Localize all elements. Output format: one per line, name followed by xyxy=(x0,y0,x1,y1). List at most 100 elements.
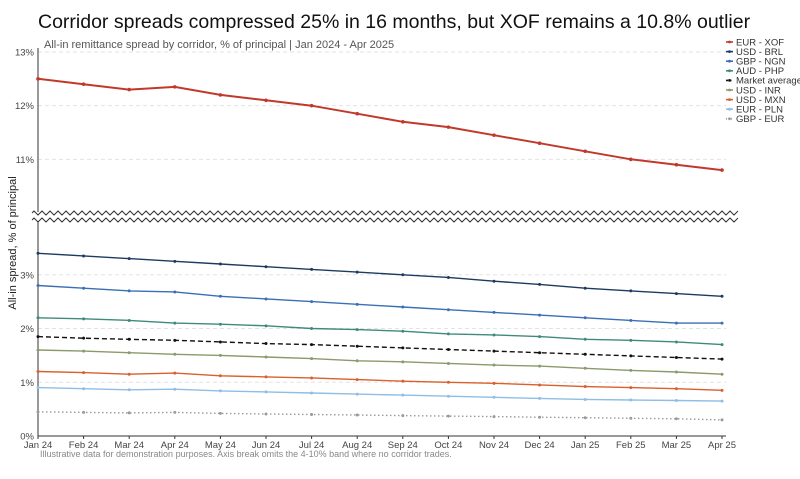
series-line xyxy=(37,335,723,360)
x-tick-label: Jun 24 xyxy=(252,440,281,451)
data-point xyxy=(492,133,496,137)
data-point xyxy=(355,270,359,274)
data-point xyxy=(81,82,86,86)
legend-item: USD - MXN xyxy=(726,95,786,106)
data-point xyxy=(446,308,450,312)
data-point xyxy=(173,338,177,342)
series-usd-mxn xyxy=(36,370,724,392)
data-point xyxy=(629,318,633,322)
legend-marker xyxy=(728,69,731,73)
data-point xyxy=(218,374,222,378)
data-point xyxy=(720,343,724,347)
data-point xyxy=(583,316,587,320)
data-point xyxy=(446,380,450,384)
legend-item: AUD - PHP xyxy=(726,66,784,77)
data-point xyxy=(355,359,359,363)
x-tick-labels: Jan 24 Feb 24 Mar 24 Apr 24 May 24 Jun 24 Jul … xyxy=(24,436,736,451)
data-point xyxy=(629,354,633,358)
data-point xyxy=(82,317,86,321)
data-point xyxy=(173,290,177,294)
data-point xyxy=(583,416,587,420)
data-point xyxy=(446,347,450,351)
x-tick-label: Feb 24 xyxy=(69,440,99,451)
data-point xyxy=(401,346,405,350)
data-point xyxy=(492,279,496,283)
data-point xyxy=(401,393,405,397)
data-point xyxy=(674,387,678,391)
data-point xyxy=(720,418,724,422)
data-point xyxy=(629,368,633,372)
data-point xyxy=(36,348,40,352)
data-point xyxy=(264,355,268,359)
data-point xyxy=(127,87,131,92)
x-tick-label: Jul 24 xyxy=(299,440,324,451)
series-line xyxy=(37,386,723,402)
legend-item: EUR - XOF xyxy=(726,37,784,48)
data-point xyxy=(629,398,633,402)
data-point xyxy=(492,415,496,419)
data-point xyxy=(401,379,405,383)
x-tick-label: Apr 24 xyxy=(161,440,189,451)
data-point xyxy=(36,77,40,81)
data-point xyxy=(674,399,678,403)
data-point xyxy=(218,294,222,298)
data-point xyxy=(82,349,86,353)
x-tick-label: Mar 24 xyxy=(114,440,144,451)
legend-label: AUD - PHP xyxy=(736,66,784,77)
legend-marker xyxy=(728,50,731,53)
data-point xyxy=(82,336,86,340)
data-point xyxy=(492,381,496,385)
data-point xyxy=(355,392,359,396)
data-point xyxy=(264,375,268,379)
data-point xyxy=(218,389,222,393)
data-point xyxy=(583,397,587,401)
x-tick-label: Oct 24 xyxy=(434,440,462,451)
data-point xyxy=(629,157,633,162)
x-tick-label: Dec 24 xyxy=(525,440,555,451)
data-point xyxy=(127,337,131,341)
data-point xyxy=(173,371,177,375)
data-point xyxy=(264,265,268,269)
data-point xyxy=(218,411,222,415)
data-point xyxy=(583,366,587,370)
data-point xyxy=(674,340,678,344)
data-point xyxy=(355,378,359,382)
data-point xyxy=(82,410,86,414)
series-usd-brl xyxy=(36,251,724,298)
data-point xyxy=(36,251,40,255)
x-tick-label: Feb 25 xyxy=(616,440,646,451)
y-tick-label: 3% xyxy=(20,270,34,281)
legend-label: USD - MXN xyxy=(736,95,786,106)
data-point xyxy=(629,386,633,390)
data-point xyxy=(401,414,405,418)
data-point xyxy=(36,335,40,339)
series-eur-pln xyxy=(36,386,724,403)
data-point xyxy=(446,361,450,365)
data-point xyxy=(36,284,40,287)
data-point xyxy=(218,353,222,357)
data-point xyxy=(36,410,40,414)
data-point xyxy=(355,344,359,348)
data-point xyxy=(310,376,314,380)
axis-break xyxy=(31,210,739,223)
data-point xyxy=(127,372,131,376)
data-point xyxy=(401,273,405,277)
data-point xyxy=(264,297,268,301)
data-point xyxy=(127,351,131,355)
axis-break-zigzag xyxy=(31,217,739,223)
data-point xyxy=(583,352,587,356)
legend-item: Market average xyxy=(726,76,800,87)
legend-label: EUR - XOF xyxy=(736,37,784,48)
legend-item: EUR - PLN xyxy=(726,105,783,116)
data-point xyxy=(173,387,177,391)
data-point xyxy=(264,98,268,103)
data-point xyxy=(310,300,314,304)
data-point xyxy=(674,370,678,374)
data-point xyxy=(173,321,177,325)
data-point xyxy=(264,324,268,328)
legend-marker xyxy=(728,117,731,121)
data-point xyxy=(310,357,314,361)
legend-label: EUR - PLN xyxy=(736,105,783,116)
data-point xyxy=(446,125,451,129)
axis-break-band xyxy=(32,212,736,221)
